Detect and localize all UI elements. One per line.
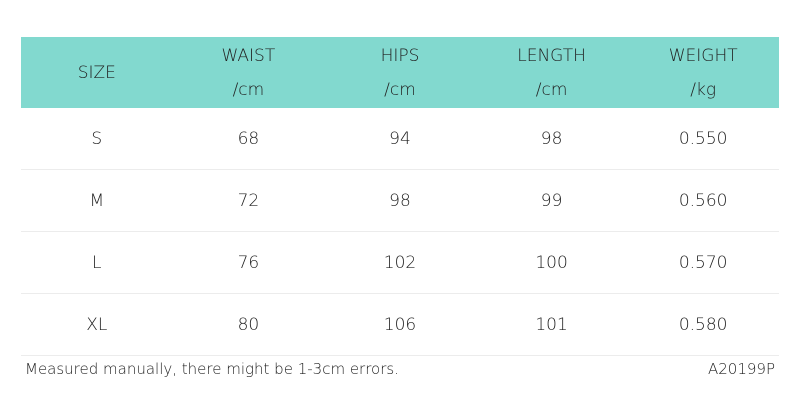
header-unit: /cm	[232, 79, 265, 100]
table-cell: 0.560	[678, 190, 728, 211]
header-title: LENGTH	[517, 45, 586, 66]
table-header: SIZE WAIST/cm HIPS/cm LENGTH/cm WEIGHT/k…	[21, 37, 779, 108]
product-code: A20199P	[707, 360, 775, 378]
header-size: SIZE	[21, 37, 173, 108]
table-cell: 0.550	[678, 128, 728, 149]
header-weight: WEIGHT/kg	[627, 37, 779, 108]
header-hips: HIPS/cm	[324, 37, 476, 108]
size-chart-table: SIZE WAIST/cm HIPS/cm LENGTH/cm WEIGHT/k…	[21, 37, 779, 356]
table-cell: 100	[535, 252, 568, 273]
table-cell: 80	[237, 314, 260, 335]
table-cell: M	[89, 190, 105, 211]
table-cell: S	[91, 128, 103, 149]
header-title: SIZE	[77, 62, 116, 83]
table-cell: 68	[237, 128, 260, 149]
table-cell: 0.580	[678, 314, 728, 335]
table-row: L 76 102 100 0.570	[21, 232, 779, 294]
header-title: WAIST	[221, 45, 276, 66]
header-title: WEIGHT	[668, 45, 738, 66]
footer: Measured manually, there might be 1-3cm …	[25, 360, 775, 378]
table-cell: 98	[389, 190, 411, 211]
header-unit: /cm	[384, 79, 416, 100]
header-title: HIPS	[380, 45, 420, 66]
table-row: S 68 94 98 0.550	[21, 108, 779, 170]
table-row: M 72 98 99 0.560	[21, 170, 779, 232]
table-cell: 72	[237, 190, 260, 211]
table-cell: 101	[535, 314, 568, 335]
header-waist: WAIST/cm	[173, 37, 325, 108]
table-cell: 94	[389, 128, 411, 149]
table-cell: 99	[540, 190, 563, 211]
table-cell: 0.570	[678, 252, 728, 273]
header-unit: /cm	[535, 79, 568, 100]
table-row: XL 80 106 101 0.580	[21, 294, 779, 356]
table-cell: 102	[383, 252, 417, 273]
table-cell: 106	[383, 314, 417, 335]
table-cell: XL	[86, 314, 108, 335]
header-length: LENGTH/cm	[476, 37, 628, 108]
table-cell: 76	[237, 252, 260, 273]
table-cell: L	[92, 252, 102, 273]
header-unit: /kg	[690, 79, 717, 100]
table-cell: 98	[540, 128, 563, 149]
measurement-note: Measured manually, there might be 1-3cm …	[25, 360, 399, 378]
